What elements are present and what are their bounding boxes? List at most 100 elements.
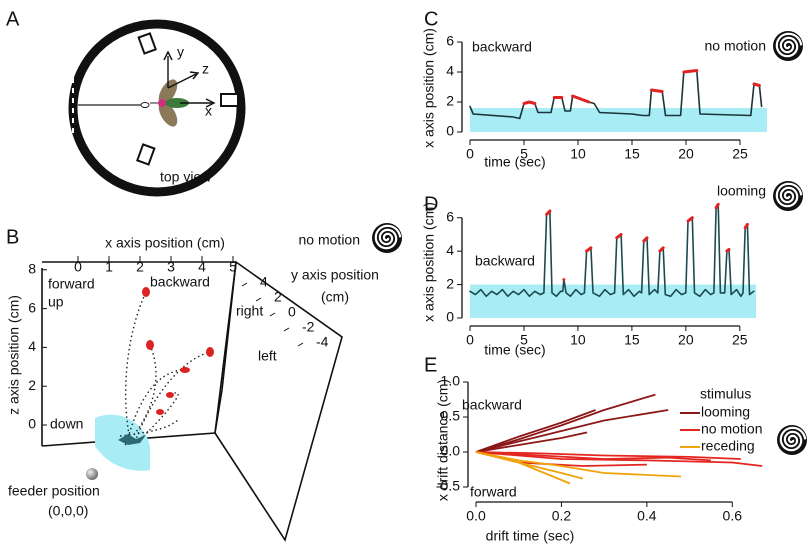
direction-label: forward (470, 484, 517, 500)
z-tick-label: 0 (28, 416, 36, 432)
tick-mark (283, 327, 290, 332)
x-tick-label: 3 (167, 259, 175, 275)
x-tick-label: 0 (466, 332, 474, 348)
trajectories (119, 291, 211, 446)
y-tick-label: -0.5 (436, 478, 460, 494)
legend-label: looming (701, 404, 750, 420)
y-tick-label: 0 (288, 304, 296, 320)
drift-line (475, 451, 763, 467)
backward-events (142, 287, 214, 415)
direction-label: up (48, 294, 64, 310)
axis-title: x drift distance (cm) (435, 379, 451, 501)
y-tick-label: 2 (274, 289, 282, 305)
axis-title: time (sec) (484, 342, 545, 358)
y-tick-label: 0 (446, 309, 454, 325)
x-tick-label: 20 (678, 332, 694, 348)
tick-mark (241, 282, 248, 287)
x-tick-label: 0 (466, 146, 474, 162)
direction-label: right (236, 303, 263, 319)
tick-mark (297, 342, 304, 347)
tick-mark (269, 312, 276, 317)
highlight-trace (522, 69, 761, 105)
stimulus-label: no motion (299, 232, 360, 248)
axis-title: x axis position (cm) (105, 235, 225, 251)
spiral-icon (773, 31, 803, 61)
direction-label: backward (462, 397, 522, 413)
axis-title: drift time (sec) (486, 528, 575, 544)
panel-letter: D (424, 193, 438, 215)
x-tick-label: 0.6 (723, 508, 743, 524)
stimulus-label: no motion (705, 38, 766, 54)
y-tick-label: 0 (446, 123, 454, 139)
y-tick-label: 2 (446, 93, 454, 109)
spiral-icon (372, 223, 402, 253)
y-tick-label: 6 (446, 33, 454, 49)
x-tick-label: 10 (570, 146, 586, 162)
y-tick-label: 1.0 (441, 373, 461, 389)
axis-title: x axis position (cm) (421, 28, 437, 148)
z-tick-label: 6 (28, 299, 36, 315)
x-tick-label: 0 (74, 259, 82, 275)
direction-label: backward (475, 253, 535, 269)
x-tick-label: 25 (732, 146, 748, 162)
icon-spiral (779, 426, 807, 452)
drift-line (475, 409, 596, 453)
drift-line (475, 431, 588, 453)
y-tick-label: -4 (316, 334, 329, 350)
drift-line (475, 451, 584, 480)
y-tick-label: 4 (260, 274, 268, 290)
legend-label: no motion (701, 421, 762, 437)
icon-spiral (775, 32, 803, 58)
z-tick-label: 2 (28, 377, 36, 393)
y-tick-label: 6 (446, 208, 454, 224)
axis-title: (cm) (321, 289, 349, 305)
spiral-icon (773, 181, 803, 211)
icon-spiral (374, 224, 402, 250)
panel-letter: C (424, 8, 438, 30)
y-tick-label: 4 (446, 242, 454, 258)
axis-title: x axis position (cm) (421, 202, 437, 322)
panel-letter: A (6, 8, 20, 30)
legend-label: receding (701, 438, 755, 454)
axis-label: y (177, 44, 184, 60)
x-tick-label: 1 (105, 259, 113, 275)
y-tick-label: -2 (302, 319, 315, 335)
axis-label: x (205, 103, 212, 119)
hover-cluster (118, 434, 146, 445)
x-tick-label: 15 (624, 146, 640, 162)
x-tick-label: 25 (732, 332, 748, 348)
direction-label: backward (150, 274, 210, 290)
direction-label: forward (48, 276, 95, 292)
x-tick-label: 10 (570, 332, 586, 348)
axis-label: z (202, 61, 209, 77)
box-3d (41, 260, 343, 542)
x-tick-label: 0.0 (466, 508, 486, 524)
panel-letter: E (424, 354, 437, 376)
axis-title: y axis position (291, 267, 379, 283)
x-tick-label: 5 (520, 332, 528, 348)
legend-title: stimulus (700, 386, 751, 402)
drift-line (475, 451, 711, 462)
y-tick-label: 0.5 (441, 408, 461, 424)
direction-label: backward (472, 39, 532, 55)
panel-letter: B (6, 226, 19, 248)
reference-band (470, 284, 756, 318)
y-tick-label: 4 (446, 63, 454, 79)
x-tick-label: 4 (198, 259, 206, 275)
direction-label: down (50, 416, 83, 432)
tick-mark (255, 297, 262, 302)
direction-label: left (258, 348, 277, 364)
x-tick-label: 5 (520, 146, 528, 162)
x-tick-label: 20 (678, 146, 694, 162)
caption: top view (160, 169, 212, 185)
spiral-icon (777, 425, 807, 455)
stimulus-label: looming (717, 183, 766, 199)
drift-line (475, 451, 741, 460)
arena (68, 19, 246, 197)
feeder-label: (0,0,0) (48, 503, 88, 519)
x-tick-label: 5 (229, 259, 237, 275)
feeder (86, 468, 98, 480)
z-tick-label: 8 (28, 261, 36, 277)
